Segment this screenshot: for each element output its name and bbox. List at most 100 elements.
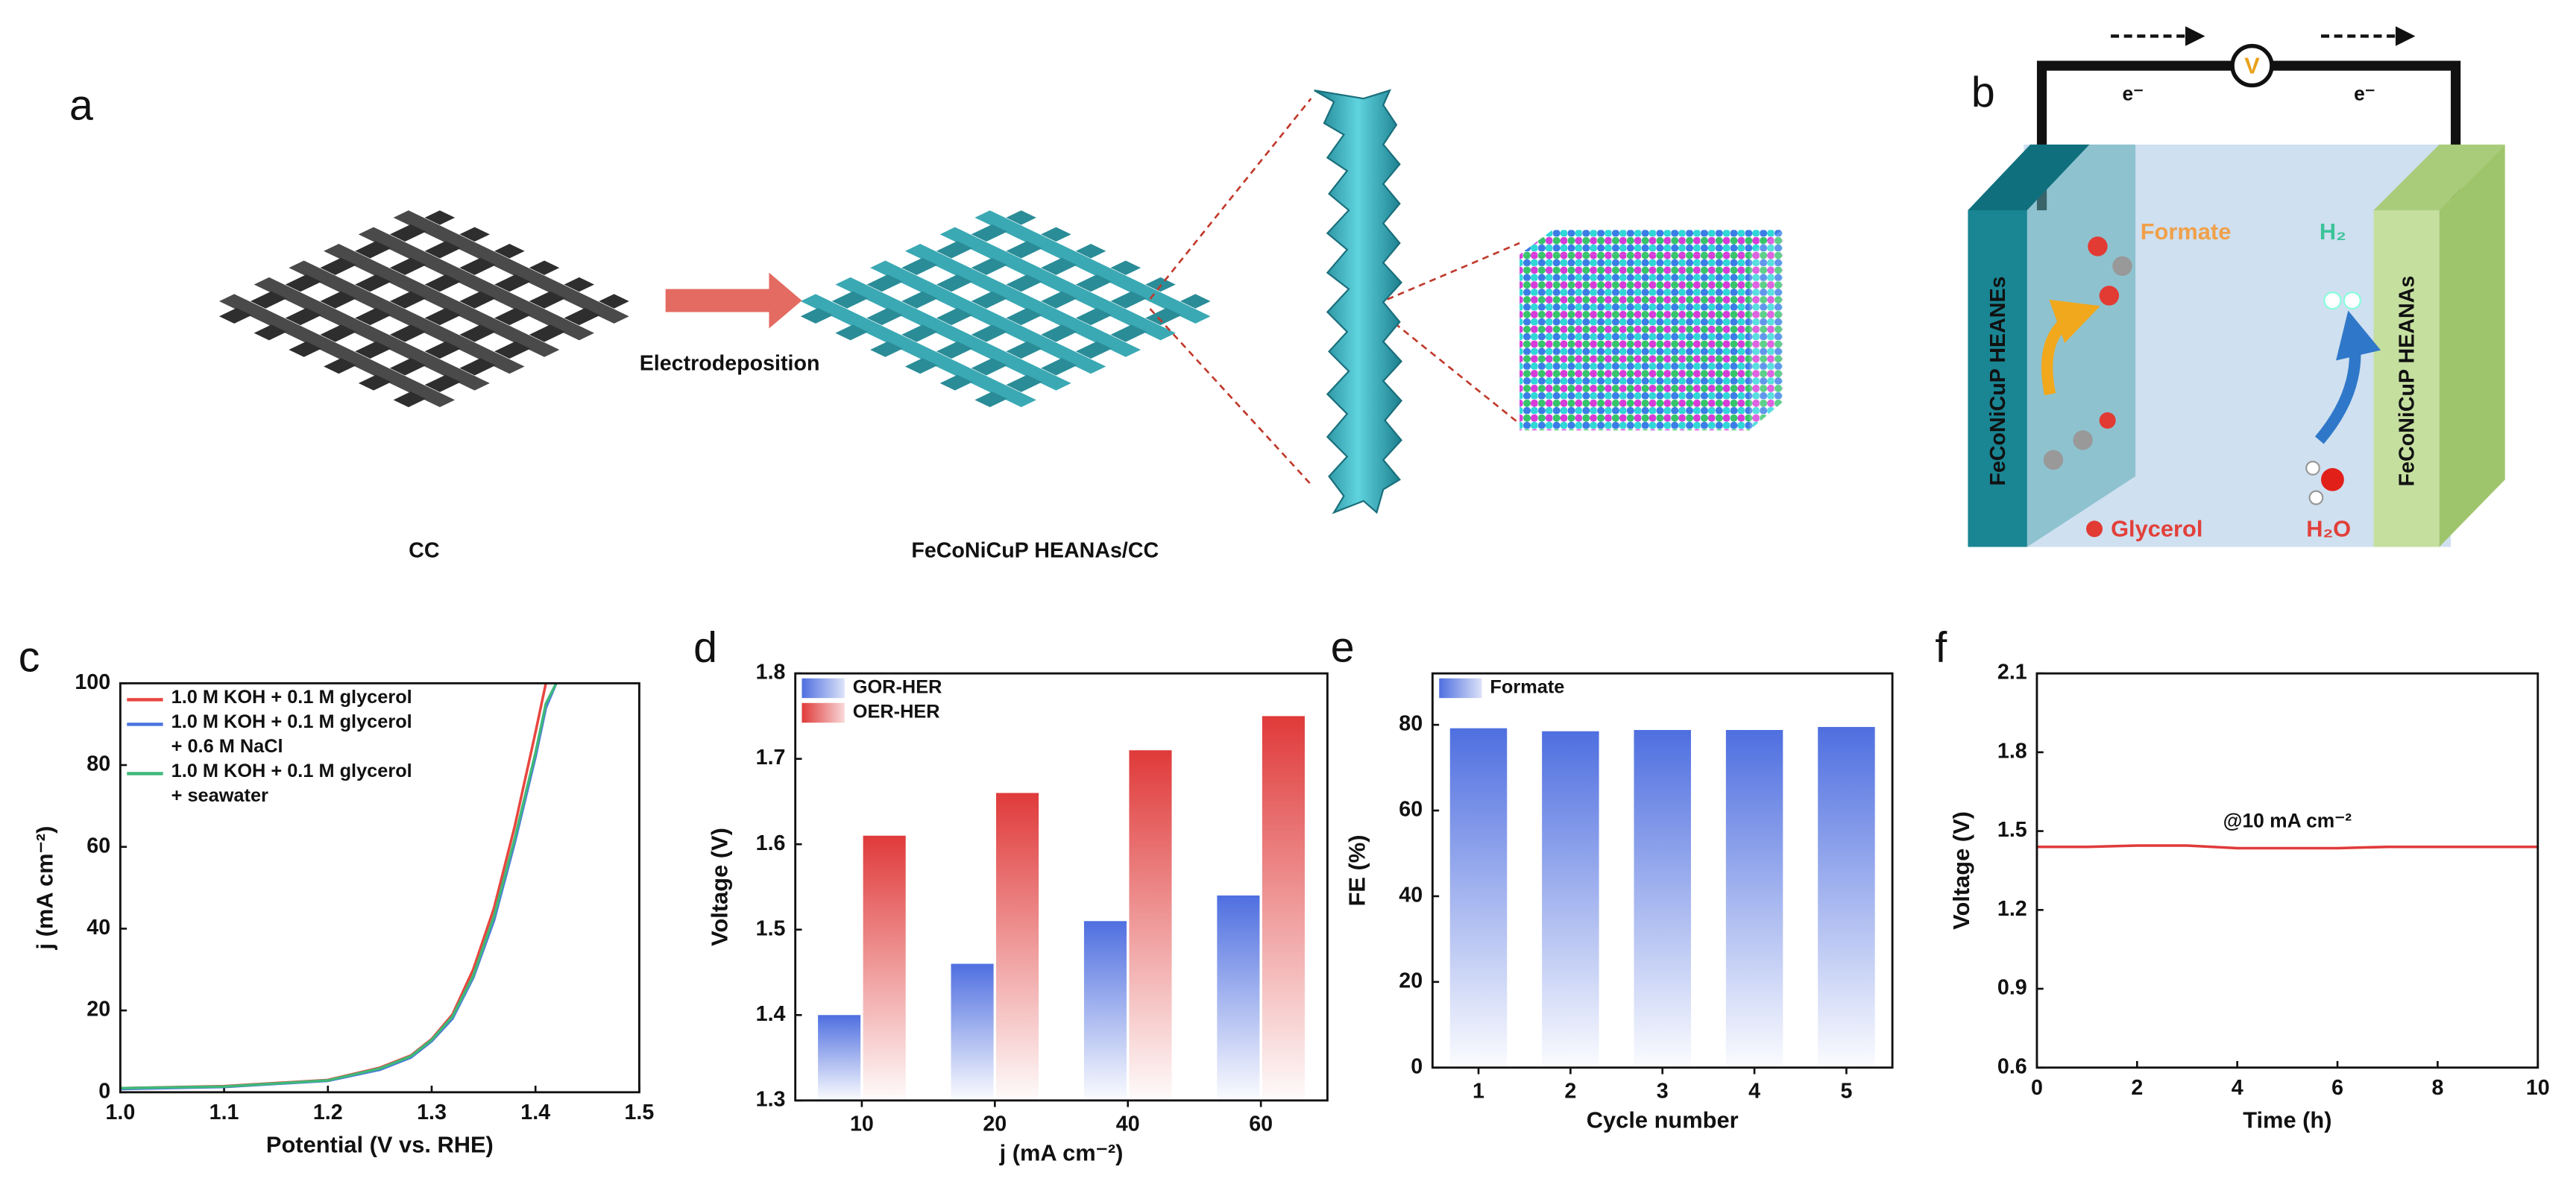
x-tick-label: 10 xyxy=(2526,1076,2550,1100)
atomic-cube xyxy=(1520,230,1783,431)
y-tick-label: 80 xyxy=(1399,712,1423,736)
arrow-label: Electrodeposition xyxy=(640,352,820,376)
x-tick-label: 40 xyxy=(1116,1112,1140,1136)
y-tick-label: 60 xyxy=(86,834,110,857)
panel-letter: d xyxy=(693,623,717,671)
y-axis-label: Voltage (V) xyxy=(1948,811,1974,930)
legend-box: 1.0 M KOH + 0.1 M glycerol 1.0 M KOH + 0.… xyxy=(127,687,505,810)
plot-frame xyxy=(2035,672,2539,1069)
legend-label: OER-HER xyxy=(852,702,940,723)
x-tick-label: 1.5 xyxy=(625,1101,655,1124)
y-axis-label: j (mA cm⁻²) xyxy=(31,826,57,951)
cathode-side xyxy=(2439,144,2505,547)
bar xyxy=(1217,895,1260,1101)
y-tick-label: 1.2 xyxy=(1997,897,2027,921)
anode-label: FeCoNiCuP HEANEs xyxy=(1986,277,2010,486)
x-axis-label: j (mA cm⁻²) xyxy=(999,1140,1124,1166)
reaction-arrow xyxy=(2314,310,2381,444)
x-tick-label: 1.3 xyxy=(417,1101,447,1124)
legend: 1.0 M KOH + 0.1 M glycerol 1.0 M KOH + 0.… xyxy=(127,687,505,810)
legend-entry: OER-HER xyxy=(802,702,1180,726)
x-tick-label: 1.2 xyxy=(313,1101,343,1124)
panel-letter: b xyxy=(1971,69,1995,116)
plot-frame xyxy=(119,682,640,1094)
y-tick-label: 1.8 xyxy=(1997,739,2027,763)
y-tick-label: 1.8 xyxy=(756,661,786,685)
y-tick-label: 1.5 xyxy=(1997,818,2027,842)
bar xyxy=(863,835,906,1101)
reaction-arrow xyxy=(2041,299,2100,396)
nanorod xyxy=(1314,89,1402,514)
legend-label: GOR-HER xyxy=(852,678,942,699)
cathode xyxy=(2373,210,2440,547)
legend-label: 1.0 M KOH + 0.1 M glycerol + seawater xyxy=(171,762,412,807)
bar xyxy=(1725,729,1783,1068)
data-line xyxy=(120,682,558,1090)
voltmeter xyxy=(2230,43,2274,88)
legend-box: GOR-HER OER-HER xyxy=(802,677,1180,726)
bar xyxy=(1262,716,1305,1101)
y-tick-label: 0 xyxy=(1411,1054,1423,1078)
legend-box: Formate xyxy=(1439,677,1817,702)
legend-swatch xyxy=(802,678,845,699)
x-tick-label: 4 xyxy=(1748,1079,1760,1103)
molecules xyxy=(2043,236,2361,538)
electron-label: e⁻ xyxy=(2122,83,2144,105)
legend-label: 1.0 M KOH + 0.1 M glycerol + 0.6 M NaCl xyxy=(171,712,412,758)
x-tick-label: 4 xyxy=(2232,1076,2243,1100)
y-tick-label: 1.6 xyxy=(756,831,786,855)
bar xyxy=(1083,921,1127,1101)
annotation: @10 mA cm⁻² xyxy=(2223,810,2352,832)
legend-entry: 1.0 M KOH + 0.1 M glycerol xyxy=(127,687,505,711)
bar xyxy=(818,1015,861,1101)
y-tick-label: 1.3 xyxy=(756,1087,786,1111)
cloth-label: CC xyxy=(409,539,439,563)
y-tick-label: 40 xyxy=(1399,883,1423,907)
legend-swatch xyxy=(127,723,163,726)
legend: Formate xyxy=(1439,677,1817,702)
cathode-top xyxy=(2373,144,2505,210)
x-tick-label: 10 xyxy=(850,1112,874,1136)
legend-swatch xyxy=(1439,678,1482,699)
x-tick-label: 8 xyxy=(2431,1076,2443,1100)
x-axis-label: Potential (V vs. RHE) xyxy=(266,1132,494,1158)
product-label: Formate xyxy=(2141,218,2232,245)
panel-a: a Electrodeposition CC FeCoNiCuP HEANAs/… xyxy=(69,82,1783,563)
bar xyxy=(1129,750,1172,1101)
legend-entry: 1.0 M KOH + 0.1 M glycerol + seawater xyxy=(127,761,505,810)
legend-entry: GOR-HER xyxy=(802,677,1180,702)
panel-letter: a xyxy=(69,82,93,130)
cloth-label: FeCoNiCuP HEANAs/CC xyxy=(911,539,1159,563)
anode-top xyxy=(1968,144,2090,210)
y-tick-label: 0.9 xyxy=(1997,976,2027,1000)
legend-swatch xyxy=(127,698,163,702)
legend-entry: Formate xyxy=(1439,677,1817,702)
y-tick-label: 20 xyxy=(1399,969,1423,992)
bar xyxy=(951,963,994,1101)
voltmeter-label: V xyxy=(2244,52,2260,78)
x-tick-label: 20 xyxy=(983,1112,1007,1136)
x-tick-label: 1.1 xyxy=(210,1101,239,1124)
panel-letter: e xyxy=(1331,623,1355,671)
carbon-cloth xyxy=(210,206,638,412)
reactant-label: H₂O xyxy=(2306,516,2351,542)
y-tick-label: 40 xyxy=(86,916,110,940)
x-tick-label: 2 xyxy=(1564,1079,1576,1103)
legend: GOR-HER OER-HER xyxy=(802,677,1180,726)
bar xyxy=(996,793,1039,1101)
x-tick-label: 3 xyxy=(1657,1079,1669,1103)
bar xyxy=(1634,729,1691,1068)
panel-b: b V e⁻ e⁻ FeCoNiCuP HEANEs FeCoNiCuP HEA… xyxy=(1968,26,2505,547)
legend-swatch xyxy=(127,772,163,775)
x-tick-label: 5 xyxy=(1840,1079,1852,1103)
y-tick-label: 1.7 xyxy=(756,746,786,770)
plot-frame xyxy=(1431,672,1894,1069)
x-axis-label: Time (h) xyxy=(2243,1107,2331,1133)
plot-frame xyxy=(794,672,1329,1102)
y-tick-label: 0 xyxy=(98,1079,110,1103)
data-line xyxy=(2036,844,2538,850)
panel-letter: f xyxy=(1935,623,1947,671)
x-tick-label: 6 xyxy=(2331,1076,2343,1100)
y-tick-label: 0.6 xyxy=(1997,1054,2027,1078)
